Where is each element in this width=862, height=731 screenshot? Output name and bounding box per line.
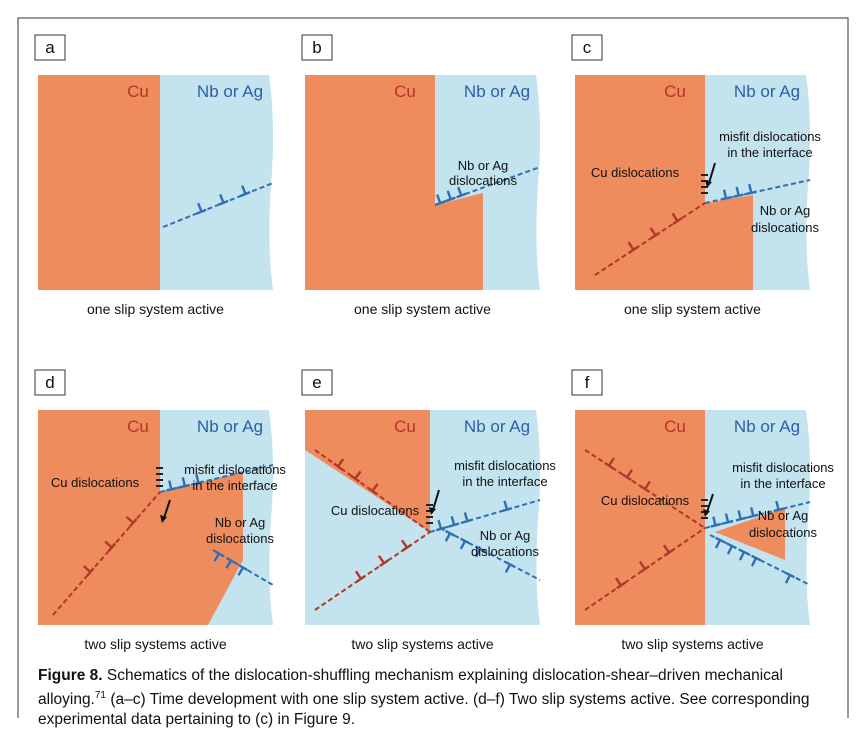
annotation: in the interface: [192, 478, 277, 493]
annotation: misfit dislocations: [719, 129, 821, 144]
nb-label: Nb or Ag: [734, 82, 800, 101]
cu-label: Cu: [394, 417, 416, 436]
annotation: Nb or Ag: [215, 515, 266, 530]
cu-label: Cu: [664, 82, 686, 101]
cu-region: [38, 75, 160, 290]
panel-label: a: [45, 38, 55, 57]
annotation: dislocations: [471, 544, 539, 559]
panel: f Cu Nb or Ag misfit dislocationsin the int…: [572, 370, 834, 652]
nb-label: Nb or Ag: [197, 82, 263, 101]
panel-caption: two slip systems active: [621, 636, 764, 652]
panel-label: e: [312, 373, 321, 392]
annotation: misfit dislocations: [454, 458, 556, 473]
annotation: misfit dislocations: [732, 460, 834, 475]
panel-caption: one slip system active: [354, 301, 491, 317]
nb-label: Nb or Ag: [734, 417, 800, 436]
annotation: dislocations: [749, 525, 817, 540]
page: a Cu Nb or Ag one slip system active b Cu Nb o…: [0, 0, 862, 731]
panel-label: d: [45, 373, 54, 392]
annotation: dislocations: [751, 220, 819, 235]
panel-caption: two slip systems active: [351, 636, 494, 652]
cu-label: Cu: [394, 82, 416, 101]
cu-label: Cu: [664, 417, 686, 436]
annotation: Nb or Ag: [458, 158, 509, 173]
caption-label: Figure 8.: [38, 667, 103, 684]
panel-label: b: [312, 38, 321, 57]
panel: c Cu Nb or Ag misfit dislocationsin the int…: [572, 35, 821, 317]
annotation: Nb or Ag: [480, 528, 531, 543]
panel-caption: two slip systems active: [84, 636, 227, 652]
nb-label: Nb or Ag: [464, 417, 530, 436]
figure: a Cu Nb or Ag one slip system active b Cu Nb o…: [0, 0, 862, 731]
caption-text-after: (a–c) Time development with one slip sys…: [38, 691, 810, 728]
annotation: dislocations: [449, 173, 517, 188]
cu-label: Cu: [127, 417, 149, 436]
panel: a Cu Nb or Ag one slip system active: [35, 35, 273, 317]
nb-label: Nb or Ag: [464, 82, 530, 101]
annotation: Nb or Ag: [760, 203, 811, 218]
nb-label: Nb or Ag: [197, 417, 263, 436]
annotation: Cu dislocations: [601, 493, 690, 508]
annotation: Cu dislocations: [331, 503, 420, 518]
cu-label: Cu: [127, 82, 149, 101]
annotation: Cu dislocations: [591, 165, 680, 180]
panel-label: c: [583, 38, 592, 57]
annotation: in the interface: [740, 476, 825, 491]
panel-label: f: [585, 373, 590, 392]
annotation: in the interface: [462, 474, 547, 489]
figure-caption: Figure 8. Schematics of the dislocation-…: [38, 666, 838, 730]
cu-region: [575, 410, 705, 625]
panel-caption: one slip system active: [624, 301, 761, 317]
panel-caption: one slip system active: [87, 301, 224, 317]
caption-ref: 71: [95, 690, 106, 701]
annotation: dislocations: [206, 531, 274, 546]
annotation: in the interface: [727, 145, 812, 160]
annotation: Cu dislocations: [51, 475, 140, 490]
annotation: misfit dislocations: [184, 462, 286, 477]
annotation: Nb or Ag: [758, 508, 809, 523]
